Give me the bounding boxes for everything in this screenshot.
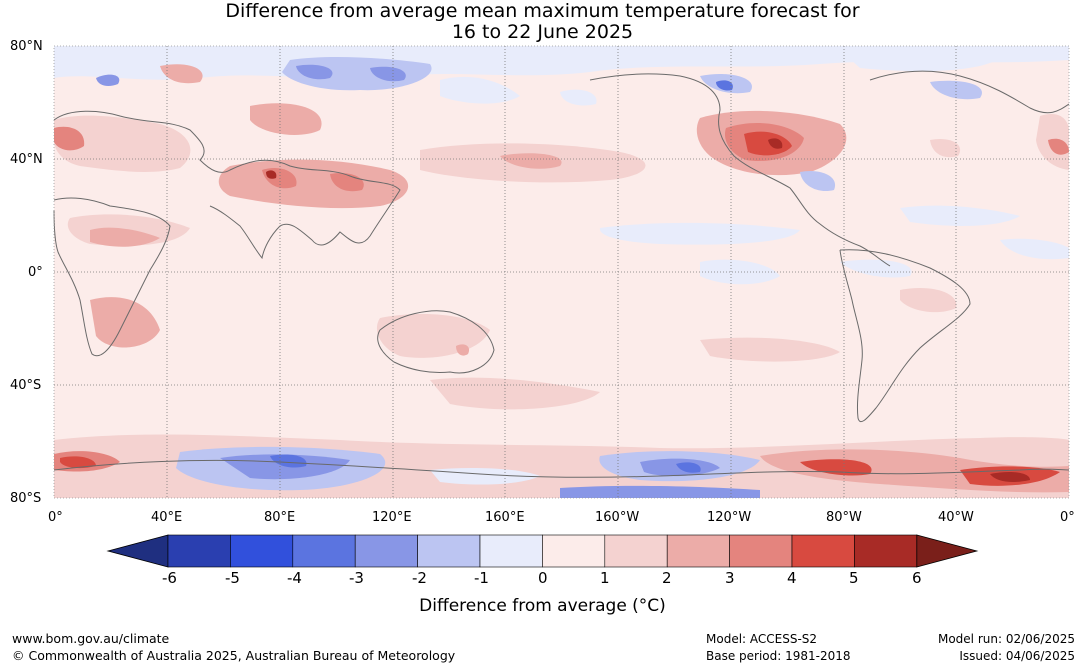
colorbar-extend-high [916,534,979,568]
lon-label-40w: 40°W [938,510,974,525]
colorbar-swatch [666,534,730,568]
colorbar-extend-low [106,534,169,568]
colorbar-label: Difference from average (°C) [419,596,666,616]
colorbar-swatch [292,534,356,568]
map-title-line1: Difference from average mean maximum tem… [225,0,860,22]
colorbar-tick: 6 [912,569,922,587]
footer-url: www.bom.gov.au/climate [12,631,170,646]
colorbar-swatch [479,534,543,568]
colorbar-tick: -5 [225,569,240,587]
lon-label-120e: 120°E [372,510,412,525]
colorbar-tick: -6 [162,569,177,587]
europe-warm-region [54,115,191,172]
colorbar-swatch [354,534,418,568]
colorbar-tick: 0 [538,569,548,587]
colorbar-tick: -1 [474,569,489,587]
lat-label-equator: 0° [28,265,43,280]
lon-label-0: 0° [48,510,63,525]
map-gridlines [54,46,1069,498]
colorbar-swatch [604,534,668,568]
footer-base-period: Base period: 1981-2018 [706,649,851,663]
colorbar-tick: 4 [787,569,797,587]
lon-label-160w: 160°W [595,510,640,525]
lon-label-120w: 120°W [707,510,752,525]
footer-model-run: Model run: 02/06/2025 [937,632,1075,646]
lon-label-80e: 80°E [264,510,296,525]
colorbar-tick: -3 [349,569,364,587]
lat-label-80s: 80°S [10,491,42,506]
colorbar-swatch [542,534,606,568]
lon-label-0-east: 0° [1060,510,1075,525]
colorbar-tick: 5 [849,569,859,587]
lon-label-80w: 80°W [826,510,862,525]
lat-label-40n: 40°N [10,152,43,167]
siberia-cool-region [282,57,432,91]
colorbar-swatch [167,534,231,568]
colorbar-swatch [854,534,918,568]
colorbar-tick: 3 [725,569,735,587]
colorbar-tick: 2 [662,569,672,587]
lon-label-160e: 160°E [485,510,525,525]
colorbar-swatch [417,534,481,568]
forecast-map [53,45,1070,499]
footer-copyright: © Commonwealth of Australia 2025, Austra… [12,648,456,663]
colorbar-tick: -2 [412,569,427,587]
colorbar-tick: -4 [287,569,302,587]
colorbar-tick: 1 [600,569,610,587]
colorbar-swatch [230,534,294,568]
lon-label-40e: 40°E [151,510,183,525]
map-title-line2: 16 to 22 June 2025 [451,21,634,43]
footer-model: Model: ACCESS-S2 [706,632,818,646]
footer-issued: Issued: 04/06/2025 [959,649,1075,663]
colorbar [106,534,979,568]
colorbar-swatch [791,534,855,568]
lat-label-40s: 40°S [10,378,42,393]
colorbar-swatch [729,534,793,568]
lat-label-80n: 80°N [10,39,43,54]
map-frame [53,45,1070,499]
coastlines [53,70,1070,478]
